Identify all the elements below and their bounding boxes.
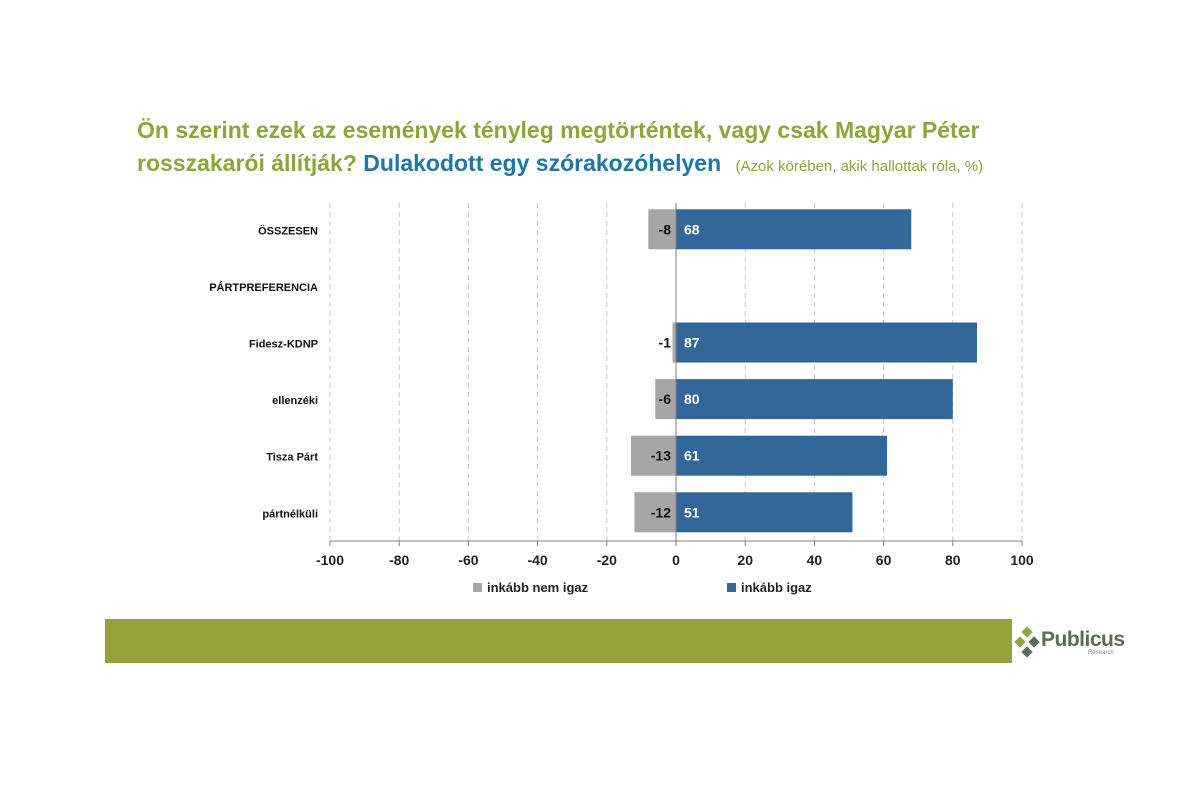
category-label: PÁRTPREFERENCIA: [209, 281, 318, 294]
bar-negative: [631, 435, 676, 476]
x-tick-label: 80: [945, 552, 961, 568]
bar-positive: [676, 209, 912, 250]
legend-label-negative: inkább nem igaz: [487, 580, 589, 595]
data-label-negative: -1: [659, 335, 672, 351]
bar-positive: [676, 435, 888, 476]
x-tick-label: 20: [737, 552, 753, 568]
logo-sub: Research: [1088, 650, 1114, 656]
x-tick-label: -20: [597, 552, 617, 568]
bar-negative: [655, 379, 676, 420]
x-tick-label: -80: [389, 552, 409, 568]
x-tick-label: -60: [458, 552, 478, 568]
x-tick-label: 0: [672, 552, 680, 568]
diverging-bar-chart: -100 -80 -60 -40 -20 0 20 40 60 80 100 ÖSSZESEN -8 68…: [209, 203, 1034, 595]
legend-label-positive: inkább igaz: [741, 580, 812, 595]
data-label-negative: -8: [659, 221, 672, 237]
data-label-negative: -12: [651, 504, 671, 520]
logo-name: Publicus: [1041, 628, 1125, 651]
data-label-positive: 80: [684, 391, 700, 407]
title-highlight: Dulakodott egy szórakozóhelyen: [363, 150, 722, 176]
title-note: (Azok körében, akik hallottak róla, %): [735, 158, 984, 175]
category-label: pártnélküli: [262, 508, 318, 520]
x-tick-label: 40: [807, 552, 823, 568]
bar-negative: [634, 492, 676, 533]
category-label: ÖSSZESEN: [258, 224, 318, 237]
bar-positive: [676, 379, 953, 420]
data-label-positive: 87: [684, 335, 700, 351]
data-label-positive: 68: [684, 221, 700, 237]
title-line-2-start: rosszakarói állítják?: [137, 150, 357, 176]
chart-title: Ön szerint ezek az események tényleg meg…: [137, 114, 1137, 183]
footer-bar: [105, 619, 1012, 663]
data-label-negative: -13: [651, 448, 671, 464]
data-label-positive: 51: [684, 504, 700, 520]
bar-positive: [676, 322, 978, 363]
title-line-2: rosszakarói állítják? Dulakodott egy szó…: [137, 147, 1137, 183]
x-tick-label: 60: [876, 552, 892, 568]
bar-negative: [648, 209, 676, 250]
data-label-negative: -6: [659, 391, 672, 407]
diamond-cluster-icon: [1014, 626, 1040, 658]
category-label: Tisza Párt: [266, 452, 318, 464]
x-tick-label: -40: [527, 552, 547, 568]
x-tick-label: -100: [316, 552, 344, 568]
publicus-logo: Publicus Research: [1014, 624, 1125, 662]
title-line-1: Ön szerint ezek az események tényleg meg…: [137, 117, 980, 143]
legend-swatch-positive: [727, 583, 736, 592]
data-label-positive: 61: [684, 448, 700, 464]
x-tick-label: 100: [1010, 552, 1034, 568]
bar-negative: [672, 322, 676, 363]
category-label: Fidesz-KDNP: [249, 339, 318, 351]
category-label: ellenzéki: [272, 395, 318, 407]
legend-swatch-negative: [473, 583, 482, 592]
bar-positive: [676, 492, 853, 533]
